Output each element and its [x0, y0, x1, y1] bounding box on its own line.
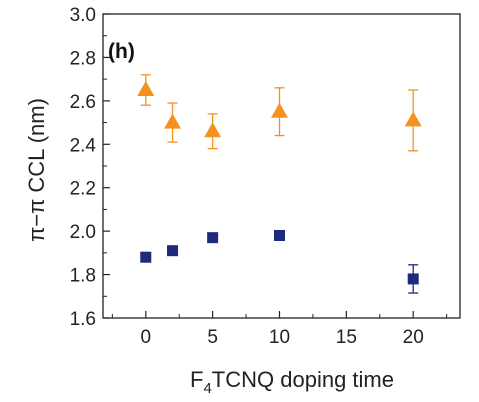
y-tick-label: 2.4 [70, 135, 97, 156]
x-axis-label-subscript: 4 [203, 380, 211, 397]
x-axis-label: F4TCNQ doping time [190, 367, 394, 397]
square-point [407, 273, 419, 285]
x-axis-label-prefix: F [190, 367, 203, 392]
y-tick-label: 2.6 [70, 92, 96, 113]
tick-marks [103, 13, 448, 319]
tick-labels: 1.6 1.8 2.0 2.2 2.4 2.6 2.8 3.0 0 5 10 15 20 [70, 5, 424, 348]
x-tick-label: 5 [207, 327, 218, 348]
y-tick-label: 1.8 [70, 266, 96, 287]
square-point [140, 251, 152, 263]
panel-label: (h) [108, 40, 135, 63]
y-axis-label: π−π CCL (nm) [24, 98, 49, 242]
triangle-point [164, 113, 182, 129]
series-1 [140, 229, 419, 294]
square-point [167, 245, 179, 257]
data-series [137, 74, 422, 294]
x-tick-label: 20 [403, 327, 424, 348]
triangle-point [270, 102, 288, 118]
y-tick-label: 2.2 [70, 179, 96, 200]
y-tick-label: 2.8 [70, 48, 96, 69]
x-axis-label-suffix: TCNQ doping time [212, 367, 394, 392]
x-tick-label: 15 [336, 327, 357, 348]
triangle-point [137, 81, 155, 96]
y-tick-label: 1.6 [70, 309, 96, 330]
axes [102, 13, 461, 319]
x-tick-label: 0 [140, 327, 151, 348]
plot-frame [102, 13, 461, 319]
x-tick-label: 10 [269, 327, 290, 348]
square-point [207, 232, 219, 244]
triangle-point [204, 122, 222, 138]
y-tick-label: 3.0 [70, 5, 96, 26]
y-tick-label: 2.0 [70, 222, 96, 243]
square-point [273, 229, 285, 241]
series-0 [137, 74, 422, 152]
triangle-point [404, 111, 422, 127]
